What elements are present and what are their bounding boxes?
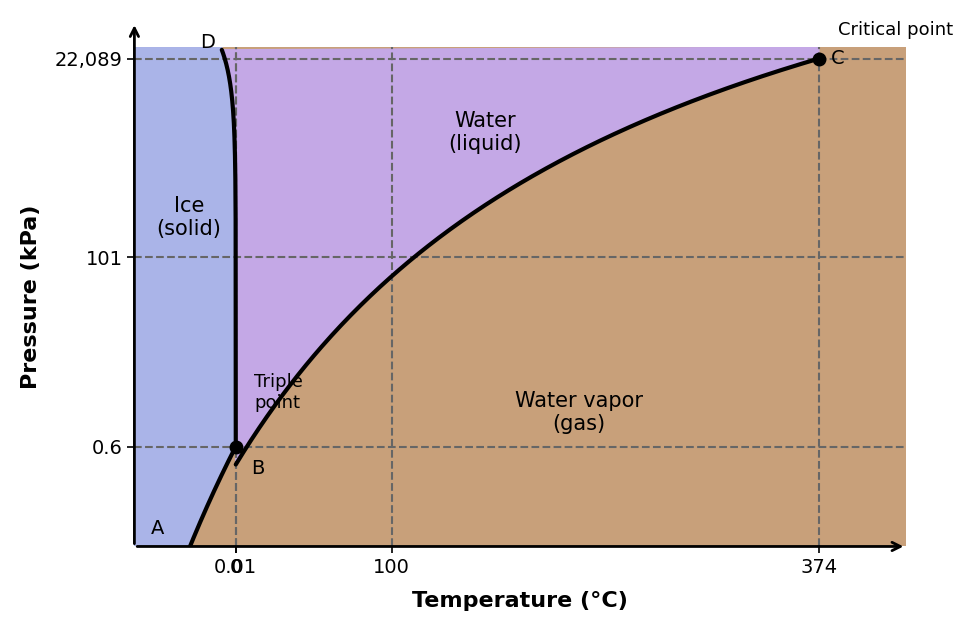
Polygon shape: [221, 47, 819, 465]
Text: D: D: [200, 33, 215, 52]
Y-axis label: Pressure (kPa): Pressure (kPa): [20, 205, 41, 389]
Text: Water
(liquid): Water (liquid): [448, 111, 522, 154]
Text: A: A: [151, 519, 165, 538]
Text: Water vapor
(gas): Water vapor (gas): [515, 391, 643, 434]
Text: Critical point: Critical point: [838, 21, 953, 39]
Text: Ice
(solid): Ice (solid): [157, 196, 221, 239]
Text: Triple
point: Triple point: [254, 373, 303, 411]
Text: C: C: [832, 49, 845, 68]
Polygon shape: [135, 47, 236, 572]
Polygon shape: [135, 47, 906, 547]
Text: B: B: [252, 459, 265, 478]
X-axis label: Temperature (°C): Temperature (°C): [412, 591, 628, 611]
